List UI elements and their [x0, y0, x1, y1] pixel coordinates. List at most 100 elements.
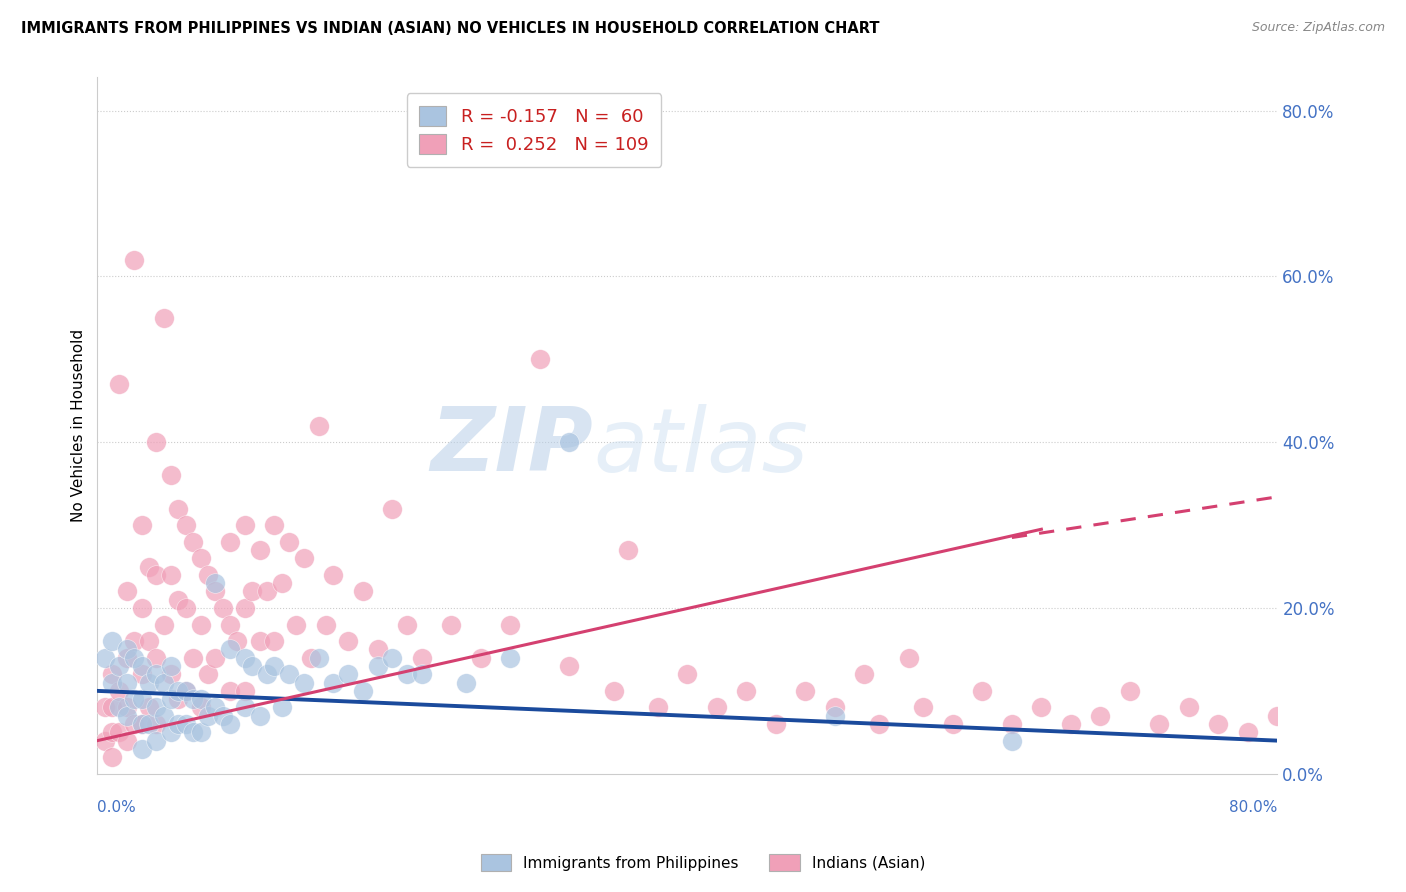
Point — [211, 708, 233, 723]
Point — [101, 700, 124, 714]
Point — [315, 617, 337, 632]
Point — [181, 725, 204, 739]
Point — [285, 617, 308, 632]
Point — [897, 650, 920, 665]
Point — [131, 742, 153, 756]
Point — [942, 717, 965, 731]
Point — [211, 601, 233, 615]
Point — [352, 684, 374, 698]
Point — [101, 750, 124, 764]
Point — [1149, 717, 1171, 731]
Point — [174, 717, 197, 731]
Point — [115, 733, 138, 747]
Text: Source: ZipAtlas.com: Source: ZipAtlas.com — [1251, 21, 1385, 34]
Point — [853, 667, 876, 681]
Point — [367, 642, 389, 657]
Point — [152, 617, 174, 632]
Point — [824, 700, 846, 714]
Point — [160, 667, 183, 681]
Point — [190, 700, 212, 714]
Point — [256, 584, 278, 599]
Point — [233, 601, 256, 615]
Point — [233, 650, 256, 665]
Point — [138, 634, 160, 648]
Point — [160, 567, 183, 582]
Point — [219, 642, 242, 657]
Point — [337, 634, 360, 648]
Point — [233, 700, 256, 714]
Point — [263, 659, 285, 673]
Point — [152, 310, 174, 325]
Point — [167, 717, 190, 731]
Point — [131, 659, 153, 673]
Point — [131, 692, 153, 706]
Point — [122, 717, 145, 731]
Point — [145, 667, 167, 681]
Point — [396, 617, 419, 632]
Point — [122, 634, 145, 648]
Point — [499, 650, 522, 665]
Point — [115, 642, 138, 657]
Point — [190, 617, 212, 632]
Point — [824, 708, 846, 723]
Point — [101, 675, 124, 690]
Point — [145, 567, 167, 582]
Point — [352, 584, 374, 599]
Point — [197, 567, 219, 582]
Point — [278, 534, 301, 549]
Point — [181, 692, 204, 706]
Point — [174, 684, 197, 698]
Point — [233, 518, 256, 533]
Point — [204, 576, 226, 591]
Point — [93, 700, 115, 714]
Point — [219, 684, 242, 698]
Point — [181, 650, 204, 665]
Point — [101, 725, 124, 739]
Point — [1119, 684, 1142, 698]
Point — [93, 733, 115, 747]
Point — [381, 501, 404, 516]
Point — [308, 650, 330, 665]
Point — [160, 468, 183, 483]
Point — [145, 435, 167, 450]
Point — [115, 650, 138, 665]
Point — [308, 418, 330, 433]
Point — [381, 650, 404, 665]
Point — [263, 518, 285, 533]
Point — [160, 725, 183, 739]
Point — [190, 692, 212, 706]
Point — [204, 584, 226, 599]
Point — [765, 717, 787, 731]
Point — [1237, 725, 1260, 739]
Point — [138, 675, 160, 690]
Point — [1031, 700, 1053, 714]
Point — [1267, 708, 1289, 723]
Point — [115, 700, 138, 714]
Point — [101, 667, 124, 681]
Point — [456, 675, 478, 690]
Point — [249, 543, 271, 558]
Point — [292, 551, 315, 566]
Point — [167, 692, 190, 706]
Point — [145, 733, 167, 747]
Point — [145, 717, 167, 731]
Point — [160, 692, 183, 706]
Text: atlas: atlas — [593, 403, 808, 490]
Point — [249, 634, 271, 648]
Point — [174, 601, 197, 615]
Point — [263, 634, 285, 648]
Point — [138, 717, 160, 731]
Point — [174, 518, 197, 533]
Point — [131, 518, 153, 533]
Point — [322, 675, 344, 690]
Point — [219, 534, 242, 549]
Text: IMMIGRANTS FROM PHILIPPINES VS INDIAN (ASIAN) NO VEHICLES IN HOUSEHOLD CORRELATI: IMMIGRANTS FROM PHILIPPINES VS INDIAN (A… — [21, 21, 880, 36]
Point — [1296, 725, 1319, 739]
Point — [131, 601, 153, 615]
Point — [558, 659, 581, 673]
Point — [270, 700, 292, 714]
Point — [108, 700, 131, 714]
Point — [174, 684, 197, 698]
Point — [108, 377, 131, 392]
Point — [558, 435, 581, 450]
